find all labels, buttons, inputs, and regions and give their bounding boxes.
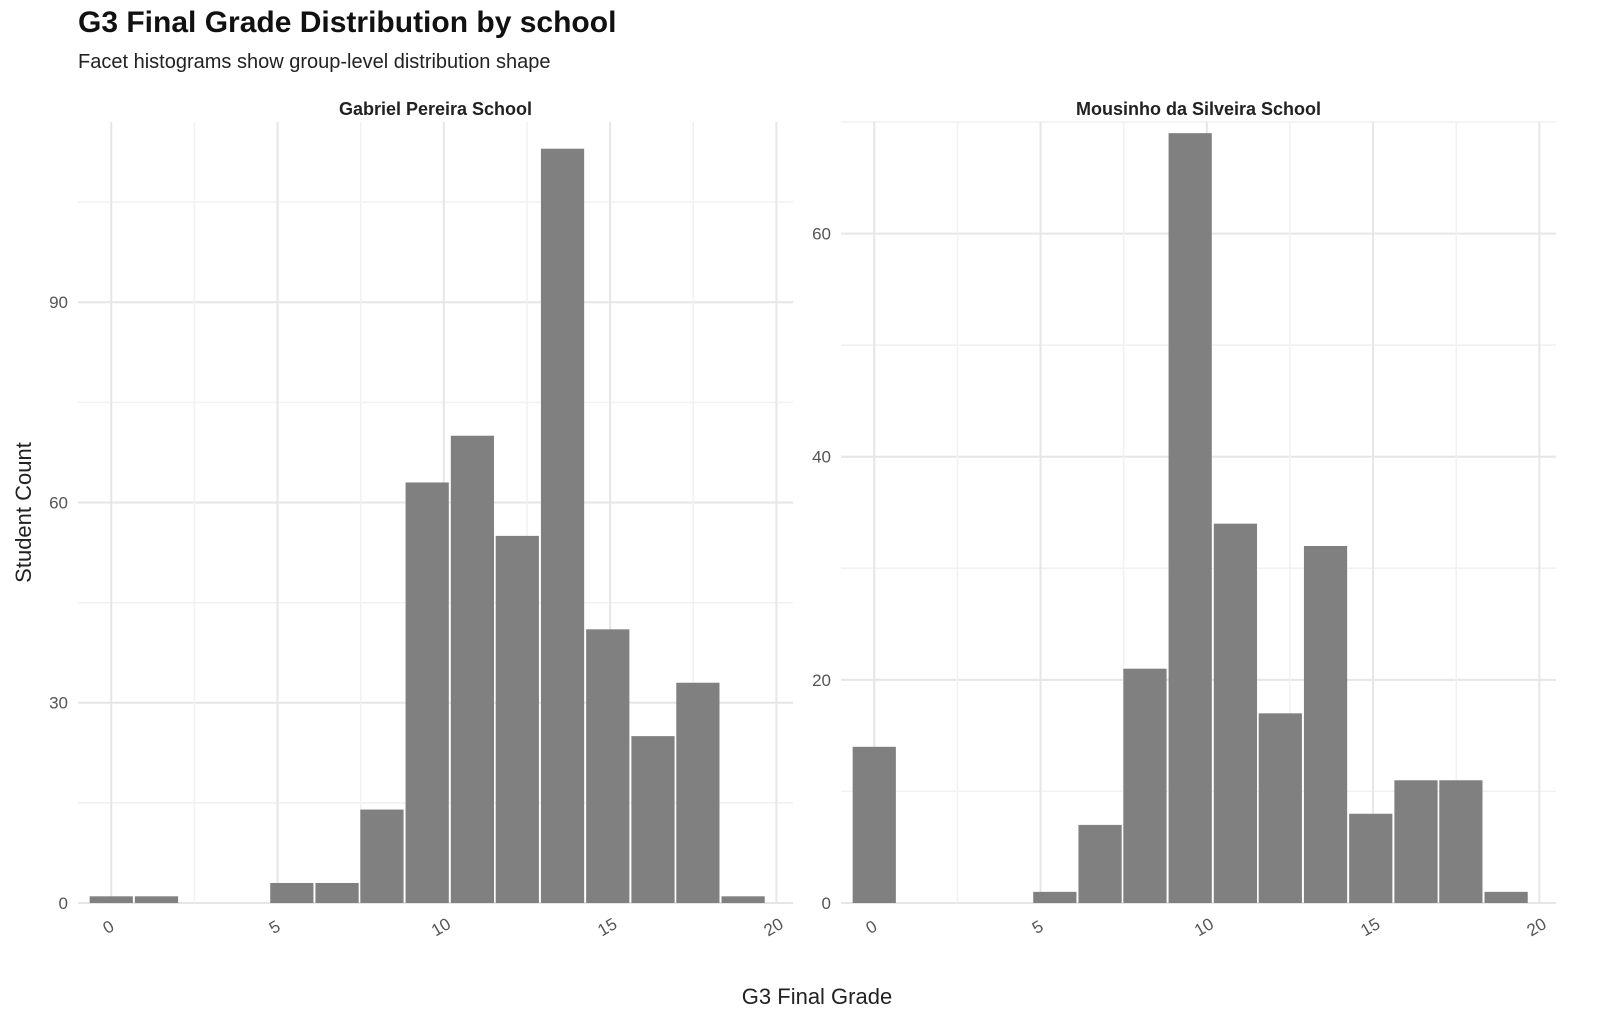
y-tick-label: 60 — [812, 225, 831, 244]
y-tick-label: 60 — [49, 493, 68, 512]
histogram-bar — [360, 809, 404, 903]
facet-strip-label: Gabriel Pereira School — [339, 99, 532, 119]
x-tick-label: 15 — [1357, 914, 1383, 940]
x-tick-label: 5 — [266, 917, 284, 938]
histogram-bar — [1258, 713, 1302, 903]
y-tick-label: 30 — [49, 694, 68, 713]
histogram-bar — [1213, 523, 1258, 903]
histogram-bar — [495, 535, 539, 903]
x-tick-label: 5 — [1029, 917, 1047, 938]
y-tick-label: 40 — [812, 448, 831, 467]
histogram-bar — [270, 882, 314, 903]
x-tick-label: 10 — [1191, 914, 1217, 940]
chart-title: G3 Final Grade Distribution by school — [78, 6, 617, 39]
x-tick-label: 0 — [100, 917, 118, 938]
histogram-bar — [586, 629, 630, 903]
histogram-bar — [1168, 133, 1212, 903]
y-tick-label: 90 — [49, 293, 68, 312]
facet-panel-mousinho-da-silveira: 0 20 40 60 0 5 10 15 20 Mousinho da Silveira Sc… — [812, 99, 1556, 940]
x-tick-label: 0 — [863, 917, 881, 938]
x-tick-label: 20 — [761, 914, 787, 940]
histogram-bar — [1484, 891, 1528, 903]
facet-strip-label: Mousinho da Silveira School — [1076, 99, 1321, 119]
x-tick-label: 10 — [428, 914, 454, 940]
x-axis-title: G3 Final Grade — [742, 984, 892, 1009]
histogram-bar — [1033, 891, 1077, 903]
histogram-bar — [1303, 545, 1348, 903]
histogram-bar — [1078, 824, 1122, 903]
x-tick-label: 15 — [594, 914, 620, 940]
histogram-bar — [852, 746, 896, 903]
histogram-bar — [315, 882, 359, 903]
y-axis-title: Student Count — [11, 442, 36, 583]
histogram-bar — [1394, 780, 1438, 903]
x-tick-label: 20 — [1524, 914, 1550, 940]
histogram-bar — [721, 896, 765, 903]
chart-subtitle: Facet histograms show group-level distri… — [78, 51, 551, 73]
y-tick-label: 20 — [812, 671, 831, 690]
histogram-bar — [134, 896, 179, 903]
histogram-bar — [676, 682, 720, 903]
histogram-bar — [1123, 668, 1167, 903]
histogram-bar — [540, 148, 585, 903]
histogram-bar — [1349, 813, 1393, 903]
histogram-bar — [1439, 780, 1483, 903]
histogram-bar — [450, 435, 495, 903]
y-tick-label: 0 — [59, 894, 68, 913]
histogram-bar — [89, 896, 133, 903]
facet-panel-gabriel-pereira: 0 30 60 90 0 5 10 15 20 Gabriel Pereira School — [49, 99, 793, 940]
histogram-bar — [631, 736, 675, 903]
histogram-bar — [405, 482, 449, 903]
y-tick-label: 0 — [822, 894, 831, 913]
